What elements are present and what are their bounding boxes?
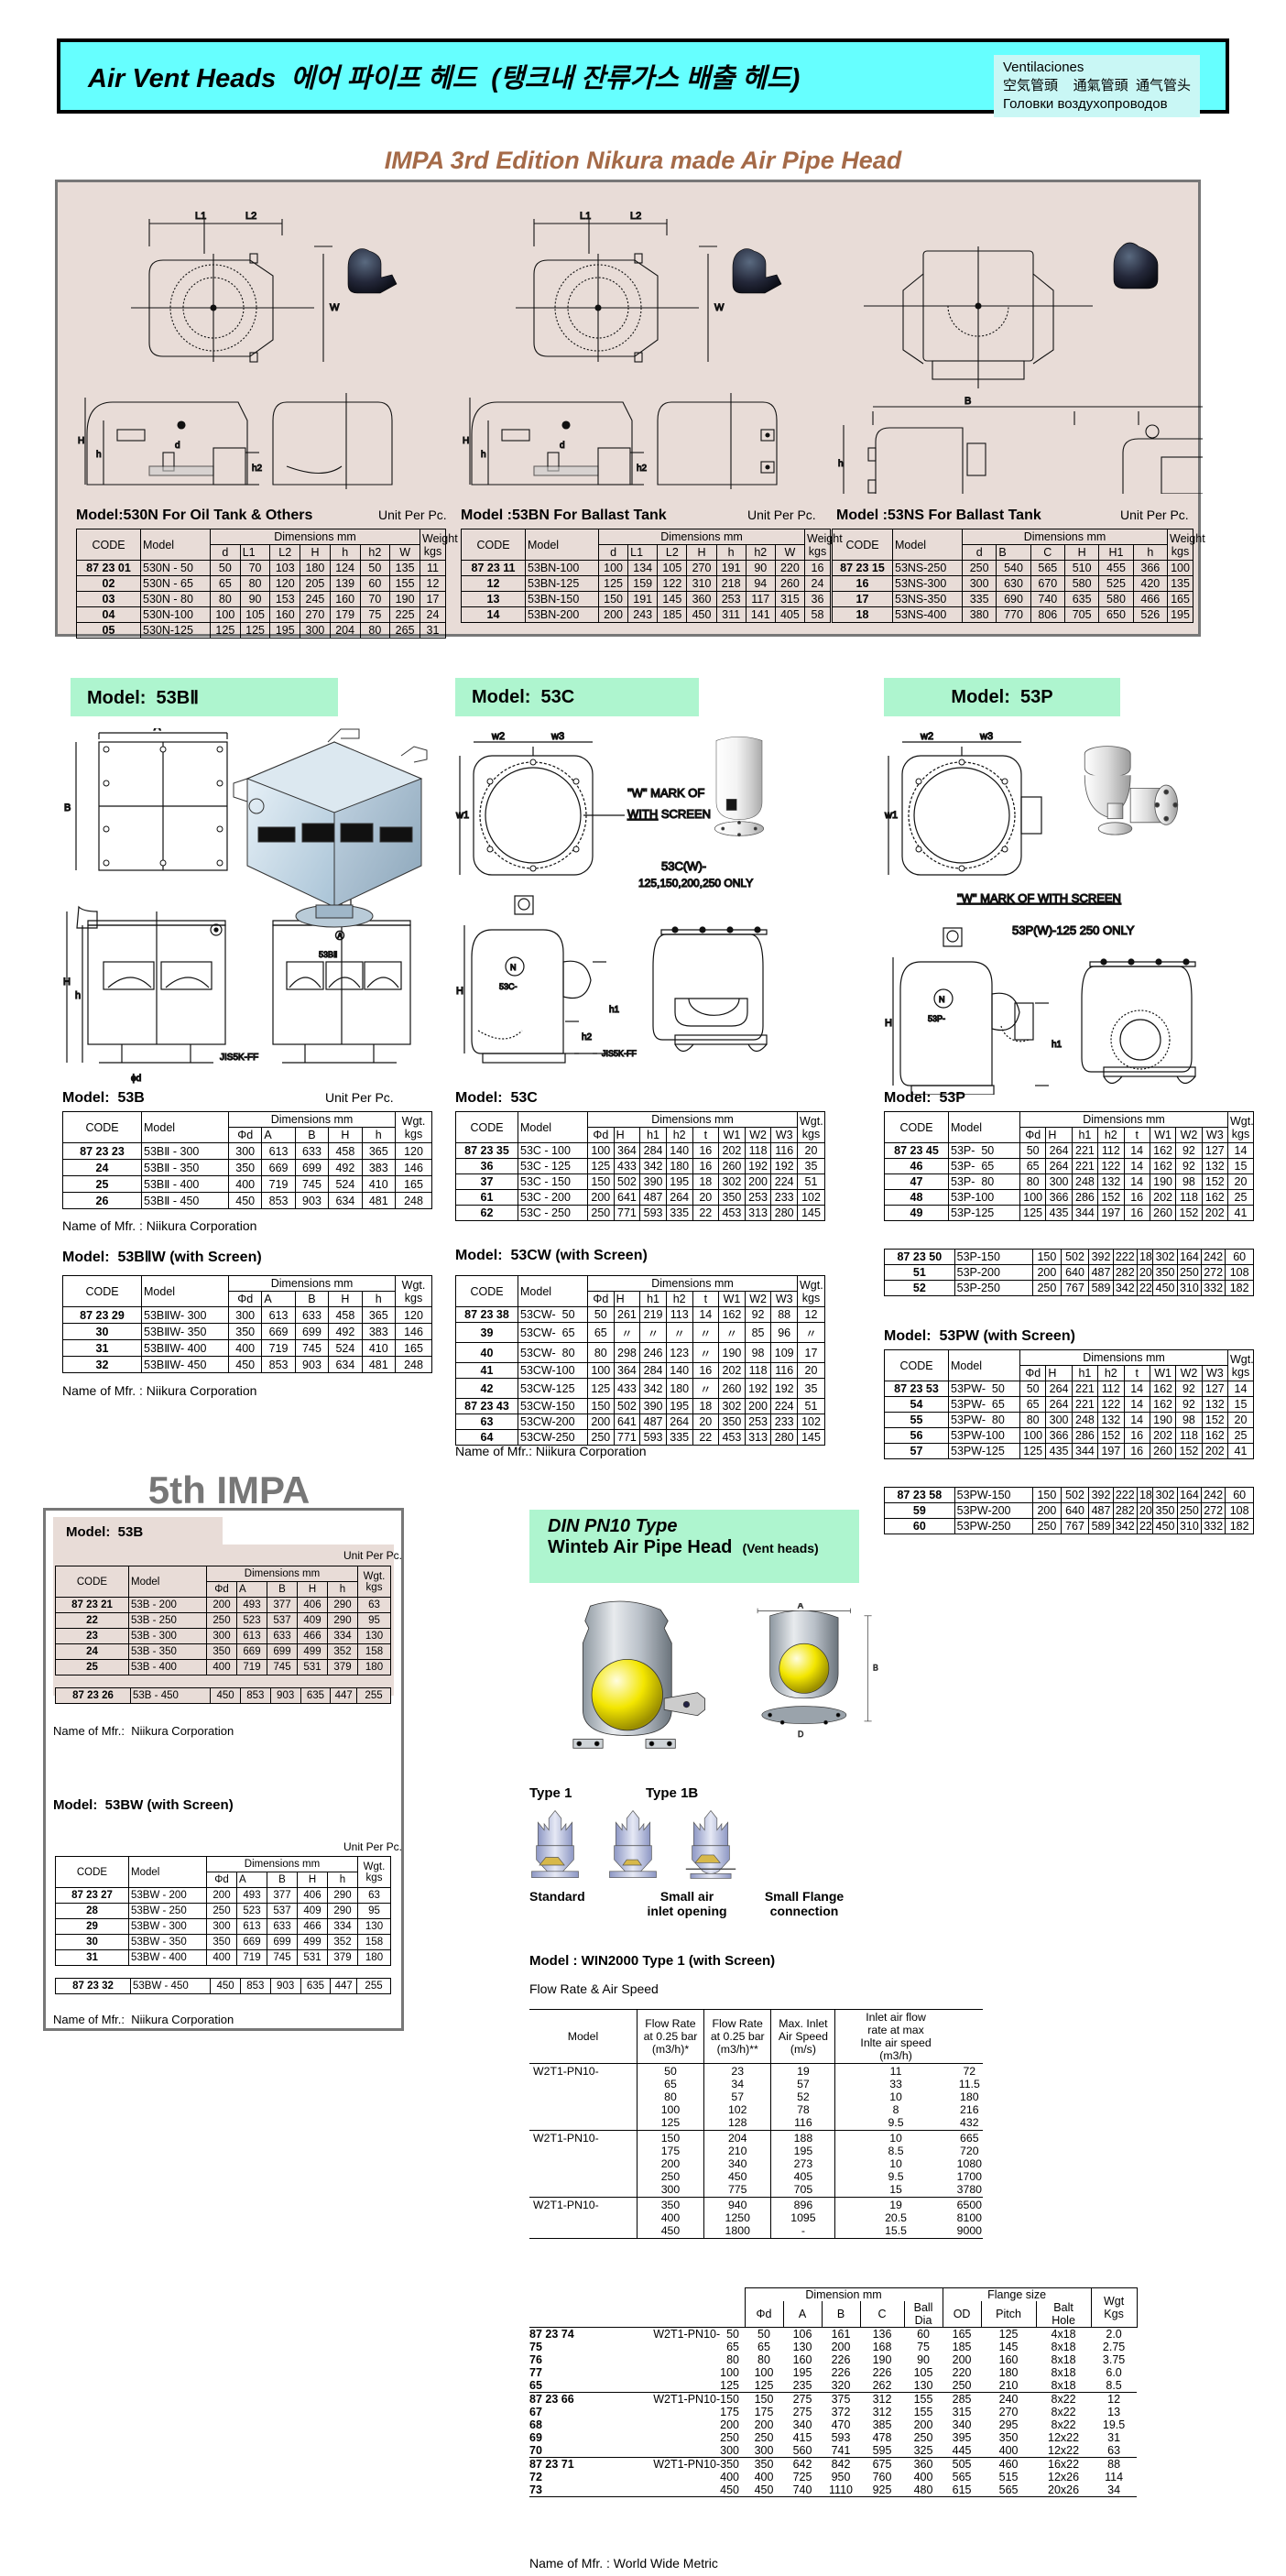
svg-text:w3: w3: [979, 731, 993, 742]
svg-text:h: h: [481, 450, 486, 460]
svg-text:53C(W)-: 53C(W)-: [661, 859, 706, 873]
svg-text:h2: h2: [637, 464, 648, 474]
svg-text:JIS5K-FF: JIS5K-FF: [602, 1049, 638, 1058]
svg-text:d: d: [560, 441, 565, 451]
svg-text:H: H: [463, 436, 469, 446]
svg-text:H: H: [78, 436, 84, 446]
svg-text:53BⅡ: 53BⅡ: [319, 950, 337, 959]
svg-text:w2: w2: [920, 731, 933, 742]
svg-text:H: H: [456, 986, 463, 997]
svg-text:h2: h2: [582, 1032, 593, 1042]
svg-text:W: W: [714, 302, 725, 313]
svg-text:53C-: 53C-: [499, 982, 518, 991]
svg-text:h1: h1: [609, 1005, 620, 1015]
svg-text:h: h: [75, 990, 81, 1001]
svg-text:w2: w2: [491, 731, 505, 742]
svg-text:H: H: [885, 1018, 892, 1029]
svg-text:H: H: [63, 977, 71, 988]
svg-text:h2: h2: [252, 464, 263, 474]
svg-text:B: B: [964, 396, 971, 407]
svg-text:B: B: [64, 802, 71, 813]
svg-text:B: B: [873, 1663, 878, 1672]
svg-text:w1: w1: [455, 810, 469, 821]
svg-text:125,150,200,250 ONLY: 125,150,200,250 ONLY: [638, 877, 753, 890]
svg-text:A: A: [798, 1603, 803, 1610]
svg-text:d: d: [175, 441, 180, 451]
svg-text:53P(W)-125 250 ONLY: 53P(W)-125 250 ONLY: [1012, 923, 1135, 937]
svg-text:ϕd: ϕd: [131, 1074, 141, 1084]
svg-text:53P-: 53P-: [928, 1014, 945, 1023]
svg-text:L2: L2: [245, 211, 256, 222]
svg-text:h: h: [838, 459, 844, 469]
svg-text:N: N: [510, 963, 517, 972]
svg-text:W: W: [330, 302, 340, 313]
svg-text:w1: w1: [884, 810, 898, 821]
svg-text:w3: w3: [550, 731, 564, 742]
svg-text:A: A: [154, 728, 161, 733]
svg-text:h1: h1: [1052, 1040, 1063, 1050]
svg-text:L2: L2: [630, 211, 641, 222]
svg-text:h: h: [96, 450, 102, 460]
svg-text:D: D: [798, 1730, 803, 1739]
svg-text:JIS5K-FF: JIS5K-FF: [220, 1053, 258, 1063]
svg-text:N: N: [939, 995, 945, 1004]
